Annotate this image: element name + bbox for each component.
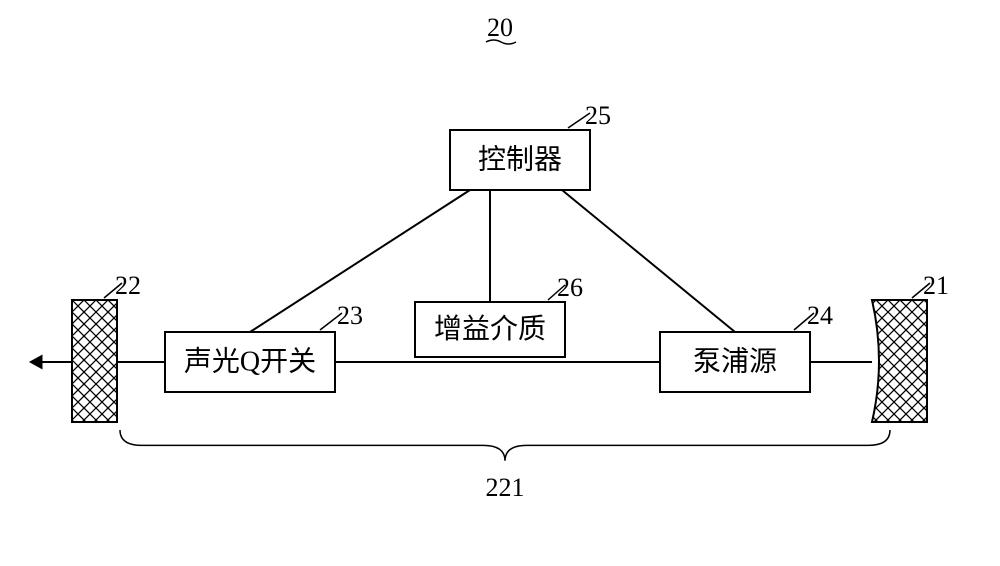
gain-medium-ref: 26 (557, 273, 583, 302)
controller-ref: 25 (585, 101, 611, 130)
output-arrow-head (30, 355, 42, 368)
figure-ref: 20 (487, 13, 513, 42)
pump: 泵浦源 (660, 332, 810, 392)
q-switch: 声光Q开关 (165, 332, 335, 392)
pump-ref: 24 (807, 301, 833, 330)
pump-label: 泵浦源 (693, 345, 777, 377)
mirror-left-ref: 22 (115, 271, 141, 300)
controller-label: 控制器 (478, 143, 562, 175)
q-switch-label: 声光Q开关 (184, 345, 316, 377)
q-switch-ref: 23 (337, 301, 363, 330)
controller: 控制器 (450, 130, 590, 190)
gain-medium: 增益介质 (415, 302, 565, 357)
edge-1 (562, 190, 735, 332)
mirror-right-ref: 21 (923, 271, 949, 300)
mirror-left (72, 300, 117, 422)
cavity-ref: 221 (486, 473, 525, 502)
cavity-brace (120, 430, 890, 461)
mirror-right (872, 300, 927, 422)
gain-medium-label: 增益介质 (434, 313, 546, 345)
